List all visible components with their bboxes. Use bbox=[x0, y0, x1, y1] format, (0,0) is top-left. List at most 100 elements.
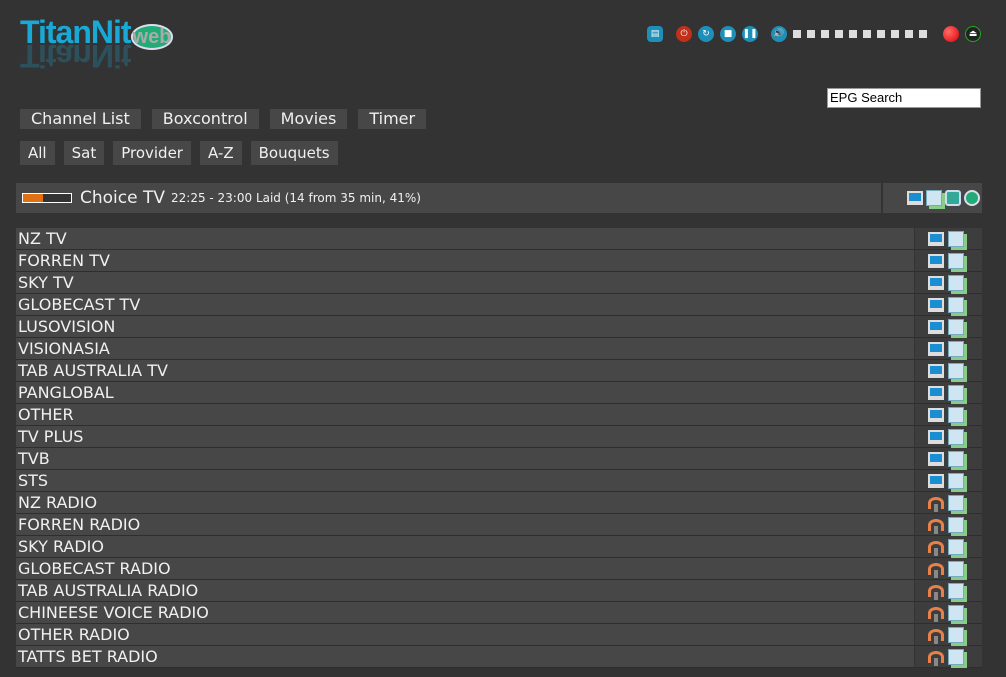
volume-step[interactable] bbox=[821, 30, 829, 38]
radio-icon[interactable] bbox=[928, 584, 944, 600]
epg-icon[interactable] bbox=[948, 582, 964, 599]
standby-icon[interactable]: ■ bbox=[720, 26, 736, 42]
bouquet-name[interactable]: SKY TV bbox=[16, 272, 914, 293]
bouquet-name[interactable]: OTHER RADIO bbox=[16, 624, 914, 645]
bouquet-name[interactable]: GLOBECAST TV bbox=[16, 294, 914, 315]
tv-icon[interactable] bbox=[928, 451, 944, 466]
radio-icon[interactable] bbox=[928, 562, 944, 578]
bouquet-actions bbox=[915, 426, 982, 447]
remote-button[interactable]: ▤ bbox=[647, 26, 663, 42]
volume-step[interactable] bbox=[919, 30, 927, 38]
volume-step[interactable] bbox=[891, 30, 899, 38]
bouquet-name[interactable]: TATTS BET RADIO bbox=[16, 646, 914, 667]
tv-icon[interactable] bbox=[907, 191, 923, 205]
signal-icon[interactable]: ⏏ bbox=[965, 26, 981, 42]
epg-icon[interactable] bbox=[948, 274, 964, 291]
epg-icon[interactable] bbox=[948, 648, 964, 665]
tv-icon[interactable] bbox=[928, 407, 944, 422]
tv-icon[interactable] bbox=[928, 253, 944, 268]
epg-icon[interactable] bbox=[948, 296, 964, 313]
radio-icon[interactable] bbox=[928, 540, 944, 556]
bouquet-actions bbox=[915, 470, 982, 491]
volume-step[interactable] bbox=[905, 30, 913, 38]
bouquet-name[interactable]: STS bbox=[16, 470, 914, 491]
epg-icon[interactable] bbox=[948, 384, 964, 401]
record-icon[interactable] bbox=[943, 26, 959, 42]
epg-icon[interactable] bbox=[948, 450, 964, 467]
nav-movies[interactable]: Movies bbox=[269, 109, 348, 129]
bouquet-name[interactable]: FORREN TV bbox=[16, 250, 914, 271]
epg-icon[interactable] bbox=[948, 472, 964, 489]
volume-step[interactable] bbox=[793, 30, 801, 38]
radio-icon[interactable] bbox=[928, 606, 944, 622]
volume-icon[interactable]: 🔊 bbox=[771, 26, 787, 42]
volume-steps[interactable] bbox=[793, 30, 933, 38]
pause-icon[interactable]: ❚❚ bbox=[742, 26, 758, 42]
volume-step[interactable] bbox=[849, 30, 857, 38]
tv-icon[interactable] bbox=[928, 297, 944, 312]
now-playing-actions bbox=[883, 183, 982, 213]
bouquet-name[interactable]: LUSOVISION bbox=[16, 316, 914, 337]
globe-icon[interactable] bbox=[964, 190, 980, 206]
filter-all[interactable]: All bbox=[20, 141, 55, 165]
radio-icon[interactable] bbox=[928, 650, 944, 666]
volume-step[interactable] bbox=[877, 30, 885, 38]
logo-text: TitanNit bbox=[20, 14, 132, 50]
current-channel[interactable]: Choice TV bbox=[80, 188, 165, 208]
epg-icon[interactable] bbox=[948, 604, 964, 621]
stream-icon[interactable] bbox=[945, 190, 961, 206]
bouquet-row: CHINEESE VOICE RADIO bbox=[16, 602, 982, 624]
volume-step[interactable] bbox=[835, 30, 843, 38]
filter-provider[interactable]: Provider bbox=[113, 141, 191, 165]
bouquet-name[interactable]: OTHER bbox=[16, 404, 914, 425]
nav-timer[interactable]: Timer bbox=[358, 109, 427, 129]
radio-icon[interactable] bbox=[928, 496, 944, 512]
epg-search-input[interactable]: EPG Search bbox=[827, 88, 981, 108]
tv-icon[interactable] bbox=[928, 363, 944, 378]
bouquet-name[interactable]: FORREN RADIO bbox=[16, 514, 914, 535]
tv-icon[interactable] bbox=[928, 429, 944, 444]
bouquet-name[interactable]: TV PLUS bbox=[16, 426, 914, 447]
epg-icon[interactable] bbox=[948, 494, 964, 511]
bouquet-name[interactable]: SKY RADIO bbox=[16, 536, 914, 557]
power-icon[interactable]: ⏻ bbox=[676, 26, 692, 42]
filter-sat[interactable]: Sat bbox=[63, 141, 105, 165]
tv-icon[interactable] bbox=[928, 319, 944, 334]
bouquet-name[interactable]: NZ TV bbox=[16, 228, 914, 249]
tv-icon[interactable] bbox=[928, 275, 944, 290]
radio-icon[interactable] bbox=[928, 518, 944, 534]
epg-icon[interactable] bbox=[948, 230, 964, 247]
epg-icon[interactable] bbox=[948, 406, 964, 423]
epg-icon[interactable] bbox=[948, 560, 964, 577]
tv-icon[interactable] bbox=[928, 341, 944, 356]
epg-icon[interactable] bbox=[948, 362, 964, 379]
filter-bouquets[interactable]: Bouquets bbox=[250, 141, 338, 165]
nav-boxcontrol[interactable]: Boxcontrol bbox=[151, 109, 259, 129]
bouquet-name[interactable]: CHINEESE VOICE RADIO bbox=[16, 602, 914, 623]
nav-channel-list[interactable]: Channel List bbox=[20, 109, 141, 129]
bouquet-name[interactable]: PANGLOBAL bbox=[16, 382, 914, 403]
filter-a-z[interactable]: A-Z bbox=[199, 141, 242, 165]
epg-icon[interactable] bbox=[948, 626, 964, 643]
epg-icon[interactable] bbox=[948, 538, 964, 555]
epg-icon[interactable] bbox=[948, 252, 964, 269]
epg-icon[interactable] bbox=[948, 318, 964, 335]
restart-icon[interactable]: ↻ bbox=[698, 26, 714, 42]
volume-step[interactable] bbox=[863, 30, 871, 38]
bouquet-name[interactable]: TAB AUSTRALIA RADIO bbox=[16, 580, 914, 601]
bouquet-name[interactable]: VISIONASIA bbox=[16, 338, 914, 359]
volume-step[interactable] bbox=[807, 30, 815, 38]
epg-icon[interactable] bbox=[948, 428, 964, 445]
epg-icon[interactable] bbox=[948, 516, 964, 533]
epg-icon[interactable] bbox=[948, 340, 964, 357]
bouquet-name[interactable]: GLOBECAST RADIO bbox=[16, 558, 914, 579]
remote-icon[interactable]: ▤ bbox=[647, 26, 663, 42]
radio-icon[interactable] bbox=[928, 628, 944, 644]
epg-icon[interactable] bbox=[926, 190, 942, 206]
tv-icon[interactable] bbox=[928, 231, 944, 246]
tv-icon[interactable] bbox=[928, 385, 944, 400]
bouquet-name[interactable]: TVB bbox=[16, 448, 914, 469]
tv-icon[interactable] bbox=[928, 473, 944, 488]
bouquet-name[interactable]: NZ RADIO bbox=[16, 492, 914, 513]
bouquet-name[interactable]: TAB AUSTRALIA TV bbox=[16, 360, 914, 381]
